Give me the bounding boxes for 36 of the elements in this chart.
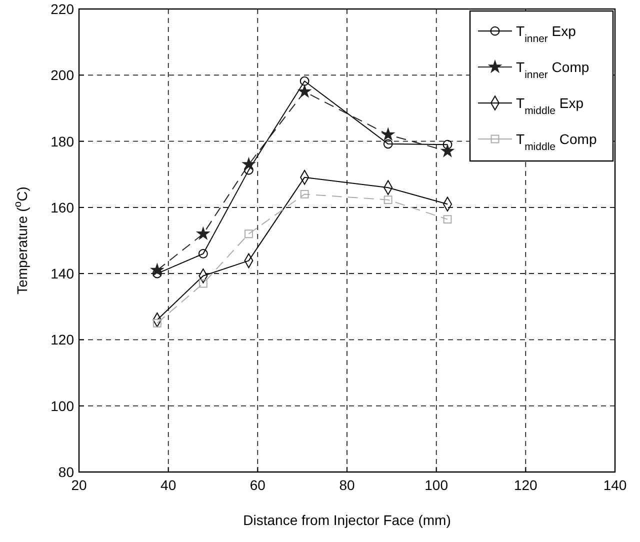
x-axis-title: Distance from Injector Face (mm) — [243, 512, 451, 528]
x-tick-label: 40 — [160, 477, 176, 493]
point — [196, 227, 210, 240]
legend-label: T$_{inner}$ Exp — [516, 23, 576, 45]
legend-label: T$_{middle}$ Comp — [516, 131, 597, 153]
point — [384, 196, 392, 204]
point — [383, 139, 393, 149]
x-tick-label: 80 — [339, 477, 355, 493]
point — [443, 215, 452, 224]
point — [300, 76, 310, 86]
legend-label: T$_{middle}$ Exp — [516, 95, 584, 117]
point — [244, 230, 253, 238]
point — [198, 279, 208, 288]
y-tick-label: 80 — [58, 464, 74, 480]
point — [244, 165, 254, 175]
y-tick-label: 220 — [50, 1, 74, 17]
point — [298, 85, 311, 98]
point — [382, 128, 394, 140]
y-tick-label: 180 — [50, 133, 74, 150]
point — [441, 144, 454, 157]
y-tick-label: 100 — [50, 398, 74, 414]
point — [198, 249, 208, 258]
x-tick-label: 140 — [603, 477, 627, 493]
x-tick-label: 20 — [71, 477, 87, 493]
y-tick-label: 200 — [50, 67, 74, 84]
point — [242, 158, 255, 170]
x-tick-label: 60 — [250, 477, 266, 493]
point — [442, 140, 452, 150]
y-tick-label: 140 — [50, 266, 74, 282]
x-tick-label: 120 — [514, 477, 538, 493]
legend-label: T$_{inner}$ Comp — [516, 59, 590, 81]
x-tick-label: 100 — [424, 477, 448, 493]
point — [300, 190, 309, 198]
y-tick-label: 160 — [50, 199, 74, 216]
point — [150, 264, 164, 276]
y-tick-label: 120 — [50, 332, 74, 348]
